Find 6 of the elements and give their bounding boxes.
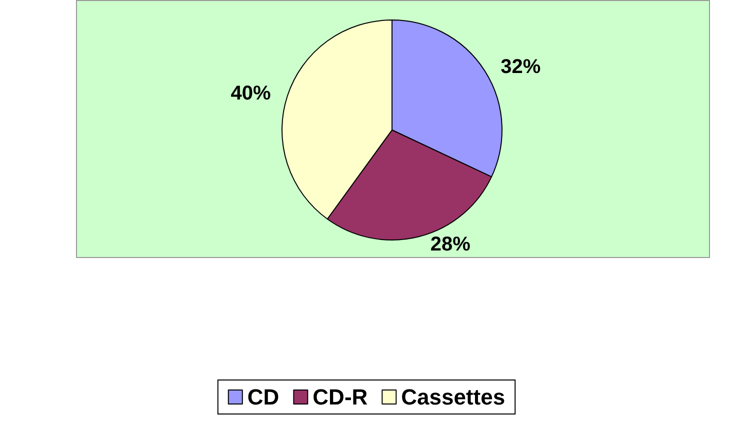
legend-label: CD (247, 384, 280, 410)
data-label: 32% (500, 56, 541, 78)
legend-label: Cassettes (401, 384, 506, 410)
data-label: 40% (230, 82, 271, 105)
data-label: 28% (430, 233, 471, 256)
legend-label: CD-R (312, 384, 368, 410)
